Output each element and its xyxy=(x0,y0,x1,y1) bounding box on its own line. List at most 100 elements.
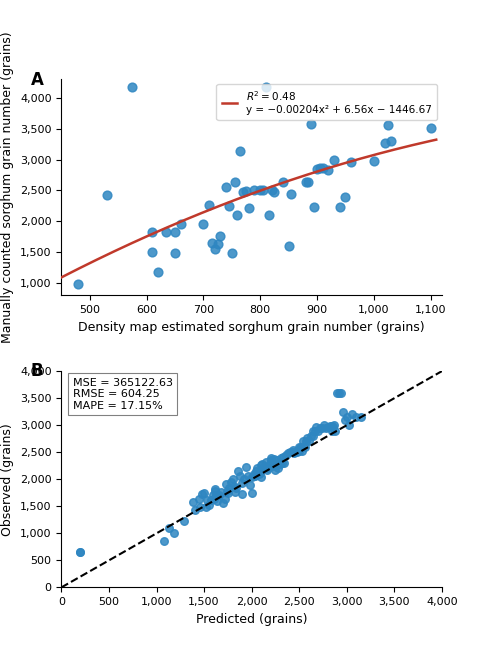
Point xyxy=(325,165,332,176)
Point xyxy=(319,163,327,174)
Point xyxy=(322,422,330,433)
Point xyxy=(295,442,303,452)
Point xyxy=(213,490,220,501)
Point xyxy=(310,202,318,213)
Point xyxy=(256,467,264,478)
Legend: $R^2=0.48$
y = −0.00204x² + 6.56x − 1446.67: $R^2=0.48$ y = −0.00204x² + 6.56x − 1446… xyxy=(217,84,436,120)
Point xyxy=(75,279,82,289)
X-axis label: Density map estimated sorghum grain number (grains): Density map estimated sorghum grain numb… xyxy=(79,321,425,334)
Point xyxy=(275,458,283,469)
Point xyxy=(208,238,216,249)
Point xyxy=(324,422,332,433)
Text: MSE = 365122.63
RMSE = 604.25
MAPE = 17.15%: MSE = 365122.63 RMSE = 604.25 MAPE = 17.… xyxy=(73,378,173,411)
Point xyxy=(302,436,310,447)
Point xyxy=(210,494,218,504)
Point xyxy=(234,466,242,477)
Point xyxy=(299,436,307,447)
Point xyxy=(264,463,272,474)
Point xyxy=(160,536,168,546)
Point xyxy=(239,186,247,197)
Point xyxy=(348,409,355,420)
Point xyxy=(205,500,213,510)
Point xyxy=(279,451,287,462)
Point xyxy=(288,447,296,457)
Point xyxy=(273,460,280,471)
Point xyxy=(309,425,317,436)
Point xyxy=(284,448,292,459)
Point xyxy=(292,447,300,457)
Point xyxy=(103,189,111,200)
Point xyxy=(177,219,185,230)
Point xyxy=(268,185,275,196)
Point xyxy=(274,463,282,474)
Point xyxy=(180,516,188,527)
Point xyxy=(267,452,274,463)
Point xyxy=(200,488,208,498)
Point xyxy=(236,471,244,481)
Point xyxy=(231,177,239,187)
Point xyxy=(347,157,355,168)
Point xyxy=(259,185,267,196)
Point xyxy=(326,421,333,432)
Point xyxy=(381,137,389,148)
Point xyxy=(222,182,230,193)
Point xyxy=(301,176,309,187)
Point xyxy=(225,201,233,211)
Point xyxy=(222,478,230,489)
Point xyxy=(224,488,232,498)
Point xyxy=(259,463,267,474)
Point xyxy=(257,459,265,470)
Point xyxy=(219,498,227,508)
Point xyxy=(357,412,365,422)
Point xyxy=(330,154,338,165)
Point xyxy=(234,210,242,220)
Point xyxy=(370,156,378,167)
Point xyxy=(198,489,206,500)
Point xyxy=(202,502,210,513)
Point xyxy=(199,218,207,229)
Point xyxy=(258,459,266,469)
Point xyxy=(265,210,273,220)
Point xyxy=(211,244,218,254)
Point xyxy=(129,81,136,92)
Point xyxy=(341,414,349,425)
Point xyxy=(267,455,274,465)
Point xyxy=(77,546,84,557)
Point xyxy=(247,488,255,498)
Point xyxy=(384,119,392,130)
Point xyxy=(233,482,241,493)
Point xyxy=(154,267,162,277)
Point xyxy=(256,185,264,196)
Point xyxy=(228,248,236,258)
Point xyxy=(268,458,275,469)
Point xyxy=(304,176,312,187)
Point xyxy=(225,483,233,494)
Text: B: B xyxy=(31,362,44,381)
Point xyxy=(327,425,335,436)
Point xyxy=(285,241,293,251)
Point xyxy=(291,448,299,459)
Point xyxy=(333,387,341,398)
Point xyxy=(211,486,218,496)
Point xyxy=(313,164,321,174)
Point xyxy=(286,447,294,457)
Point xyxy=(307,431,315,442)
Point xyxy=(387,136,395,147)
Point xyxy=(251,471,259,481)
Point xyxy=(337,387,345,398)
Point xyxy=(171,248,179,259)
Point xyxy=(257,471,265,482)
Point xyxy=(279,176,287,187)
Point xyxy=(148,226,156,237)
Point xyxy=(216,490,223,501)
Point xyxy=(171,226,179,237)
Point xyxy=(250,185,258,196)
Point xyxy=(263,464,271,475)
Point xyxy=(277,452,285,463)
Y-axis label: Observed (grains): Observed (grains) xyxy=(1,423,14,536)
Point xyxy=(312,422,320,433)
Point xyxy=(345,420,353,430)
Point xyxy=(282,450,290,461)
Point xyxy=(217,487,225,498)
Point xyxy=(203,495,211,506)
